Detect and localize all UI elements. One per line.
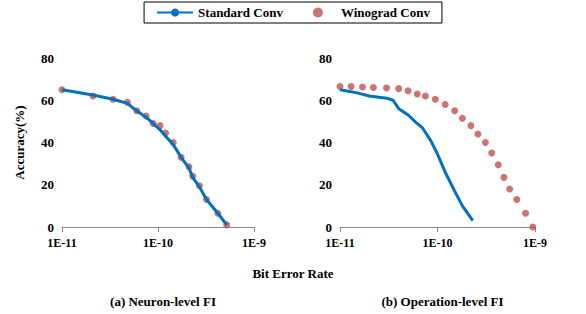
svg-text:1E-9: 1E-9 — [523, 236, 547, 250]
svg-text:40: 40 — [319, 135, 332, 150]
svg-text:80: 80 — [41, 51, 54, 66]
svg-text:(a) Neuron-level FI: (a) Neuron-level FI — [110, 294, 216, 309]
svg-text:Accuracy(%): Accuracy(%) — [12, 105, 27, 179]
svg-text:60: 60 — [41, 93, 54, 108]
svg-text:20: 20 — [41, 177, 54, 192]
svg-text:0: 0 — [326, 220, 333, 235]
svg-text:20: 20 — [319, 177, 332, 192]
svg-text:(b) Operation-level FI: (b) Operation-level FI — [381, 294, 503, 309]
svg-text:60: 60 — [319, 93, 332, 108]
svg-text:Bit Error Rate: Bit Error Rate — [252, 266, 333, 281]
svg-text:1E-9: 1E-9 — [242, 236, 266, 250]
svg-text:80: 80 — [319, 51, 332, 66]
svg-text:1E-10: 1E-10 — [143, 236, 173, 250]
svg-text:1E-11: 1E-11 — [325, 236, 354, 250]
svg-text:1E-11: 1E-11 — [47, 236, 76, 250]
svg-text:Winograd Conv: Winograd Conv — [341, 5, 430, 20]
svg-text:0: 0 — [48, 220, 55, 235]
svg-text:40: 40 — [41, 135, 54, 150]
svg-text:Standard Conv: Standard Conv — [198, 5, 283, 20]
svg-text:1E-10: 1E-10 — [423, 236, 453, 250]
